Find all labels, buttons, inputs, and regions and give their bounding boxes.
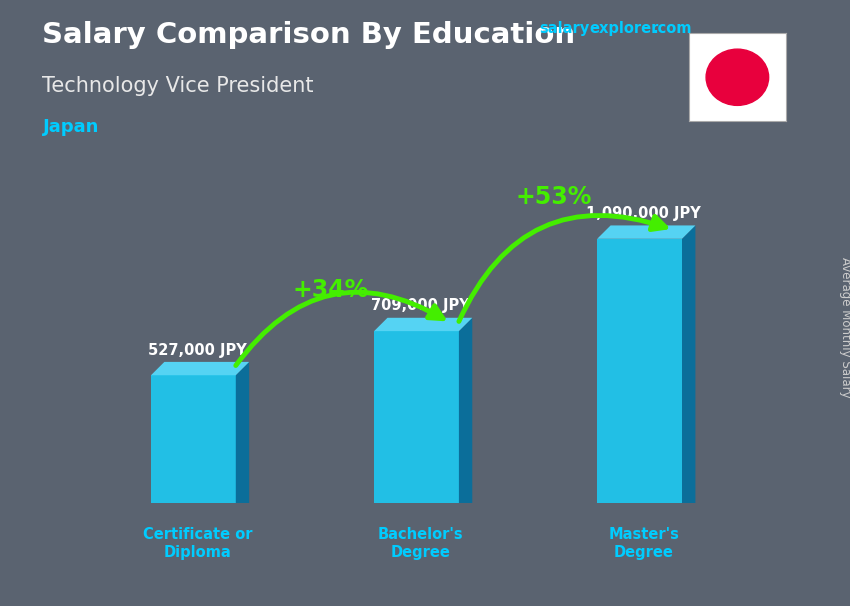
Text: Salary Comparison By Education: Salary Comparison By Education bbox=[42, 21, 575, 49]
Text: +53%: +53% bbox=[516, 185, 592, 209]
Circle shape bbox=[706, 49, 768, 105]
Text: salary: salary bbox=[540, 21, 590, 36]
Text: 709,000 JPY: 709,000 JPY bbox=[371, 298, 470, 313]
Text: Bachelor's
Degree: Bachelor's Degree bbox=[377, 527, 463, 559]
Text: explorer: explorer bbox=[589, 21, 659, 36]
Polygon shape bbox=[151, 375, 235, 503]
Text: Japan: Japan bbox=[42, 118, 99, 136]
Text: Certificate or
Diploma: Certificate or Diploma bbox=[143, 527, 252, 559]
Polygon shape bbox=[598, 239, 682, 503]
Polygon shape bbox=[235, 362, 249, 503]
Text: Technology Vice President: Technology Vice President bbox=[42, 76, 314, 96]
Polygon shape bbox=[374, 318, 473, 331]
Text: +34%: +34% bbox=[292, 278, 369, 302]
Polygon shape bbox=[459, 318, 473, 503]
Polygon shape bbox=[151, 362, 249, 375]
Text: 527,000 JPY: 527,000 JPY bbox=[148, 342, 246, 358]
Polygon shape bbox=[598, 225, 695, 239]
Polygon shape bbox=[682, 225, 695, 503]
Text: Average Monthly Salary: Average Monthly Salary bbox=[839, 257, 850, 398]
Text: Master's
Degree: Master's Degree bbox=[609, 527, 679, 559]
Text: 1,090,000 JPY: 1,090,000 JPY bbox=[586, 206, 701, 221]
Text: .com: .com bbox=[653, 21, 692, 36]
Polygon shape bbox=[374, 331, 459, 503]
